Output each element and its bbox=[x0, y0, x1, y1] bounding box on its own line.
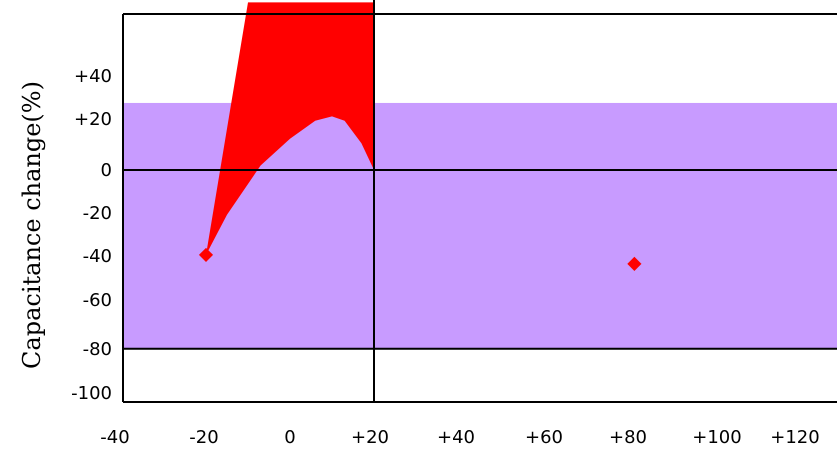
data-point-1 bbox=[198, 247, 214, 263]
data-point-2 bbox=[627, 256, 642, 271]
y-tick-label: -20 bbox=[83, 203, 112, 224]
y-tick-label: -100 bbox=[71, 383, 112, 404]
characteristic-curve bbox=[206, 2, 374, 255]
y-tick-label: 0 bbox=[101, 160, 112, 181]
x-tick-label: -20 bbox=[189, 427, 218, 448]
x-tick-label: +60 bbox=[525, 427, 563, 448]
x-tick-label: +80 bbox=[609, 427, 647, 448]
y-tick-label: -80 bbox=[83, 339, 112, 360]
y-tick-label: -60 bbox=[83, 290, 112, 311]
x-tick-label: +20 bbox=[351, 427, 389, 448]
y-axis-label: Capacitance change(%) bbox=[18, 81, 46, 369]
y-tick-label: +20 bbox=[74, 109, 112, 130]
x-tick-label: -40 bbox=[100, 427, 129, 448]
y-tick-label: -40 bbox=[83, 246, 112, 267]
x-tick-label: 0 bbox=[284, 427, 295, 448]
x-tick-label: +100 bbox=[692, 427, 741, 448]
x-tick-label: +120 bbox=[770, 427, 819, 448]
y-tick-label: +40 bbox=[74, 66, 112, 87]
x-tick-label: +40 bbox=[437, 427, 475, 448]
